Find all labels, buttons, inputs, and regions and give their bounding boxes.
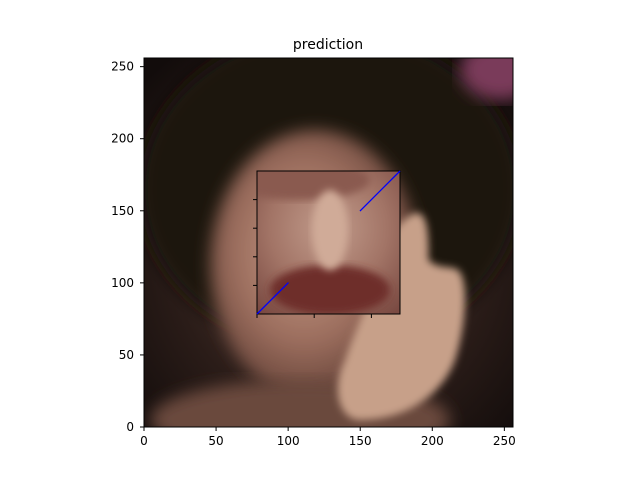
y-tick-label: 150 [111, 204, 134, 218]
x-axis-ticks: 0 50 100 150 200 250 [140, 427, 516, 448]
inset-lines [256, 170, 401, 315]
y-tick-label: 100 [111, 276, 134, 290]
axes-frame [143, 57, 514, 428]
y-tick-label: 0 [126, 420, 134, 434]
x-tick-label: 250 [493, 434, 516, 448]
x-tick-label: 200 [421, 434, 444, 448]
inset-line [359, 170, 401, 212]
chart-title: prediction [293, 37, 363, 53]
y-tick-label: 250 [111, 60, 134, 74]
x-tick-label: 50 [208, 434, 223, 448]
y-tick-label: 200 [111, 132, 134, 146]
y-axis-ticks: 0 50 100 150 200 250 [111, 60, 144, 434]
inset-ticks [253, 199, 372, 318]
x-tick-label: 100 [277, 434, 300, 448]
inset-frame [256, 170, 401, 315]
inset-line [256, 282, 289, 315]
x-tick-label: 0 [140, 434, 148, 448]
y-tick-label: 50 [119, 348, 134, 362]
x-tick-label: 150 [349, 434, 372, 448]
